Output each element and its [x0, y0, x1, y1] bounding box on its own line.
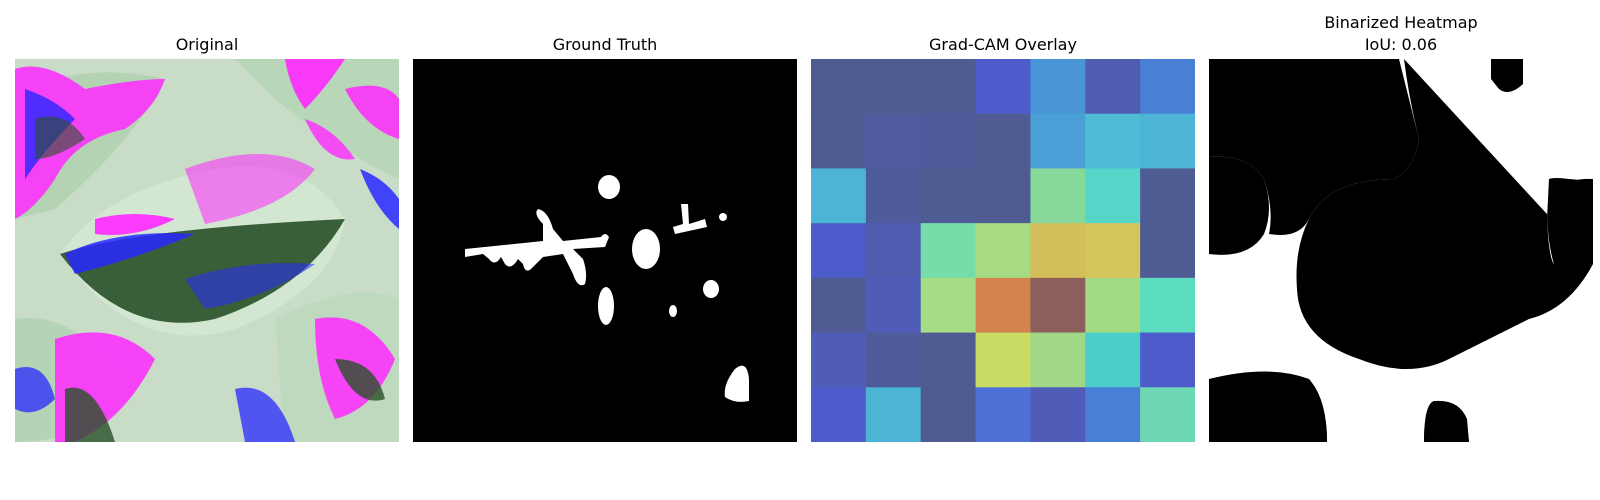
- gradcam-cell: [920, 59, 977, 115]
- gradcam-cell: [1140, 387, 1195, 442]
- gradcam-cell: [865, 223, 922, 279]
- gradcam-cell: [1085, 332, 1141, 388]
- gradcam-cell: [1085, 168, 1141, 224]
- gradcam-cell: [975, 277, 1032, 334]
- gradcam-cell: [975, 113, 1032, 170]
- original-title: Original: [175, 35, 239, 54]
- gradcam-cell: [1030, 332, 1086, 388]
- gradcam-cell: [865, 387, 922, 442]
- gradcam-cell: [811, 223, 867, 279]
- gradcam-cell: [865, 332, 922, 388]
- gradcam-cell: [1140, 59, 1195, 115]
- gradcam-cell: [1030, 59, 1086, 115]
- gradcam-cell: [1085, 59, 1141, 115]
- gradcam-cell: [920, 277, 977, 334]
- gradcam-cell: [920, 113, 977, 170]
- gradcam-cell: [865, 277, 922, 334]
- gradcam-cell: [811, 277, 867, 334]
- gradcam-cell: [811, 168, 867, 224]
- gradcam-cell: [1140, 113, 1195, 170]
- gradcam-cell: [1030, 113, 1086, 170]
- gradcam-cell: [1030, 168, 1086, 224]
- original-image: [15, 59, 399, 442]
- gradcam-title: Grad-CAM Overlay: [929, 35, 1077, 54]
- ground-truth-mask: [413, 59, 797, 442]
- gradcam-cell: [865, 168, 922, 224]
- iou-label: IoU: 0.06: [1364, 35, 1438, 54]
- binarized-heatmap: [1209, 59, 1593, 442]
- gradcam-cell: [1140, 277, 1195, 334]
- gradcam-cell: [1140, 223, 1195, 279]
- gradcam-cell: [811, 332, 867, 388]
- gradcam-cell: [975, 332, 1032, 388]
- gradcam-cell: [811, 59, 867, 115]
- gradcam-cell: [1085, 387, 1141, 442]
- gradcam-cell: [920, 168, 977, 224]
- gradcam-cell: [1030, 277, 1086, 334]
- gradcam-cell: [1085, 277, 1141, 334]
- gradcam-cell: [920, 223, 977, 279]
- gradcam-cell: [920, 332, 977, 388]
- binarized-title: Binarized Heatmap: [1324, 13, 1478, 32]
- gradcam-cell: [1140, 332, 1195, 388]
- gradcam-overlay: [811, 59, 1195, 442]
- gradcam-cell: [811, 113, 867, 170]
- gradcam-cell: [1030, 387, 1086, 442]
- ground-truth-title: Ground Truth: [552, 35, 658, 54]
- gradcam-cell: [975, 59, 1032, 115]
- gradcam-cell: [1140, 168, 1195, 224]
- gradcam-cell: [1085, 223, 1141, 279]
- gradcam-cell: [975, 387, 1032, 442]
- gradcam-cell: [865, 113, 922, 170]
- gradcam-cell: [811, 387, 867, 442]
- gradcam-cell: [1085, 113, 1141, 170]
- gradcam-cell: [975, 168, 1032, 224]
- gradcam-cell: [975, 223, 1032, 279]
- gradcam-cell: [865, 59, 922, 115]
- gradcam-cell: [920, 387, 977, 442]
- gradcam-cell: [1030, 223, 1086, 279]
